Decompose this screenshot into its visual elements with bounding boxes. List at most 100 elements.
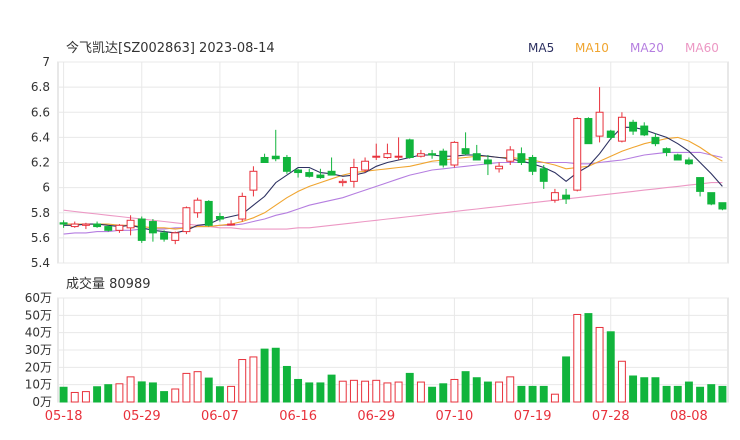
volume-bar xyxy=(249,356,258,403)
date-tick-label: 07-28 xyxy=(592,409,630,424)
ma5-line xyxy=(63,126,723,234)
volume-bar xyxy=(673,385,682,403)
date-tick-label: 07-10 xyxy=(436,409,474,424)
candle xyxy=(539,165,548,189)
volume-bar xyxy=(606,331,615,403)
candle xyxy=(629,119,638,135)
chart-title: 今飞凯达[SZ002863] 2023-08-14 xyxy=(66,40,275,56)
candle xyxy=(372,143,381,160)
candle-body xyxy=(495,165,504,170)
candle-body xyxy=(461,148,470,155)
volume-tick-label: 20万 xyxy=(25,360,52,374)
volume-bar xyxy=(271,347,280,403)
candle xyxy=(584,117,593,145)
candle-body xyxy=(126,219,135,229)
candle-body xyxy=(338,180,347,184)
volume-bar xyxy=(349,379,358,403)
candle xyxy=(394,137,403,160)
legend-ma60: MA60 xyxy=(685,41,719,55)
volume-bar xyxy=(238,359,247,403)
candle xyxy=(461,132,470,155)
candle xyxy=(282,154,291,174)
candle-body xyxy=(394,155,403,158)
date-axis: 05-18 05-29 06-07 06-16 06-29 07-10 07-19 07-28… xyxy=(45,409,708,424)
volume-tick-label: 50万 xyxy=(25,308,52,322)
volume-bar xyxy=(651,377,660,403)
candle xyxy=(227,220,236,226)
volume-bar xyxy=(338,380,347,403)
candle xyxy=(238,192,247,222)
volume-bar xyxy=(227,385,236,403)
candle-body xyxy=(93,223,102,228)
volume-bar xyxy=(294,378,303,403)
candle xyxy=(93,221,102,228)
candle xyxy=(595,87,604,143)
volume-bar xyxy=(506,376,515,403)
volume-bar xyxy=(450,378,459,403)
candle xyxy=(439,148,448,168)
candle xyxy=(204,200,213,227)
candle xyxy=(483,154,492,176)
date-tick-label: 06-07 xyxy=(201,409,239,424)
candle xyxy=(70,221,79,228)
price-tick-label: 5.8 xyxy=(31,206,50,220)
volume-bar xyxy=(428,386,437,403)
date-tick-label: 05-18 xyxy=(45,409,83,424)
volume-bar xyxy=(718,385,727,403)
candle xyxy=(126,215,135,236)
volume-bar xyxy=(416,381,425,403)
candle-body xyxy=(104,226,113,231)
candle-body xyxy=(148,221,157,234)
candle-body xyxy=(349,167,358,182)
volume-bar xyxy=(383,382,392,403)
volume-bar xyxy=(260,348,269,403)
candle xyxy=(249,166,258,197)
candle xyxy=(550,188,559,203)
price-tick-label: 6.4 xyxy=(31,130,50,144)
candle xyxy=(148,219,157,242)
candle xyxy=(327,157,336,176)
candle-body xyxy=(562,194,571,200)
candle xyxy=(137,216,146,243)
candle-body xyxy=(316,174,325,179)
volume-bar xyxy=(472,377,481,403)
candle xyxy=(260,153,269,164)
date-tick-label: 06-16 xyxy=(279,409,317,424)
candle-body xyxy=(204,200,213,226)
volume-bar xyxy=(182,372,191,403)
candle xyxy=(416,149,425,158)
candle-body xyxy=(59,222,68,225)
candle xyxy=(606,129,615,140)
legend-ma10: MA10 xyxy=(575,41,609,55)
legend: MA5 MA10 MA20 MA60 xyxy=(528,41,719,55)
candle-body xyxy=(405,139,414,158)
candle xyxy=(495,162,504,173)
candle-body xyxy=(629,121,638,132)
legend-ma20: MA20 xyxy=(630,41,664,55)
candle-body xyxy=(215,216,224,220)
candle-body xyxy=(673,154,682,161)
volume-bar xyxy=(104,384,113,403)
volume-bar xyxy=(495,381,504,403)
volume-bar xyxy=(461,371,470,403)
price-tick-label: 6.8 xyxy=(31,80,50,94)
candle xyxy=(271,129,280,162)
volume-bar xyxy=(171,388,180,403)
volume-bar xyxy=(562,356,571,403)
price-tick-label: 6 xyxy=(42,181,50,195)
volume-bar xyxy=(148,382,157,403)
candle xyxy=(383,143,392,159)
candle-body xyxy=(294,169,303,174)
volume-bar xyxy=(126,376,135,403)
volume-bar xyxy=(696,386,705,403)
volume-bar xyxy=(305,382,314,403)
volume-bar xyxy=(316,382,325,403)
volume-bar xyxy=(204,377,213,403)
price-tick-label: 5.4 xyxy=(31,256,50,270)
volume-bar xyxy=(327,374,336,403)
candle-body xyxy=(506,149,515,162)
volume-bar xyxy=(573,313,582,403)
candle-body xyxy=(595,111,604,137)
candle-body xyxy=(606,130,615,138)
